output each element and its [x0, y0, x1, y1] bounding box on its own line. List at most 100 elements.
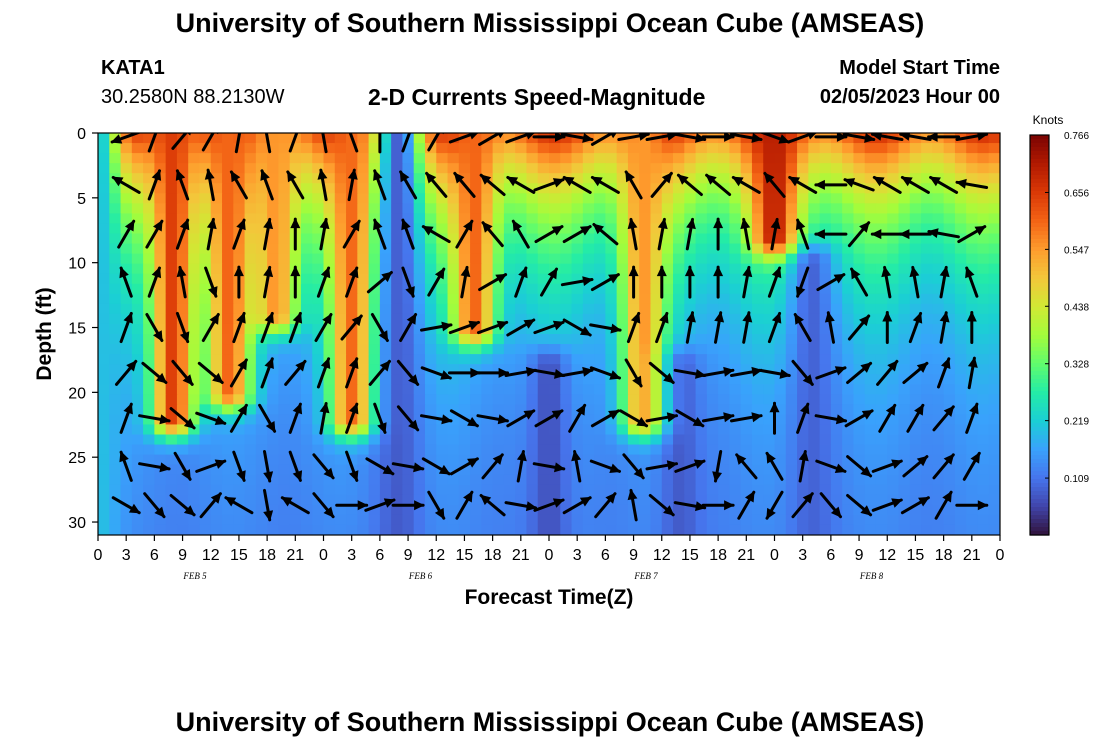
current-vector-arrow — [878, 403, 897, 433]
current-vector-arrow — [145, 219, 164, 249]
heatmap-cell — [503, 404, 516, 415]
heatmap-cell — [323, 344, 336, 355]
heatmap-cell — [131, 163, 144, 174]
heatmap-cell — [729, 424, 742, 436]
y-tick-label: 30 — [68, 515, 86, 532]
current-vector-arrow — [533, 498, 565, 512]
heatmap-cell — [988, 223, 1000, 235]
heatmap-cell — [977, 323, 990, 335]
heatmap-cell — [233, 384, 246, 395]
heatmap-cell — [729, 334, 742, 345]
heatmap-cell — [233, 193, 246, 204]
heatmap-cell — [661, 193, 674, 204]
heatmap-cell — [684, 394, 697, 405]
heatmap-cell — [176, 334, 189, 345]
heatmap-cell — [977, 313, 990, 325]
heatmap-cell — [334, 253, 347, 265]
heatmap-cell — [549, 243, 561, 255]
heatmap-cell — [346, 484, 358, 496]
heatmap-cell — [515, 213, 528, 225]
heatmap-cell — [954, 263, 967, 275]
heatmap-cell — [718, 203, 731, 214]
heatmap-cell — [853, 514, 866, 526]
heatmap-cell — [233, 183, 246, 194]
heatmap-cell — [549, 404, 561, 415]
heatmap-cell — [661, 334, 674, 345]
heatmap-cell — [954, 163, 967, 174]
heatmap-cell — [785, 424, 798, 436]
heatmap-cell — [537, 454, 550, 466]
heatmap-cell — [616, 143, 629, 154]
heatmap-cell — [808, 313, 821, 325]
x-tick-label: 18 — [709, 547, 727, 564]
heatmap-cell — [244, 163, 257, 174]
heatmap-cell — [560, 494, 573, 506]
heatmap-cell — [718, 273, 731, 285]
heatmap-cell — [785, 454, 798, 466]
heatmap-cell — [582, 183, 595, 194]
heatmap-cell — [560, 344, 573, 355]
heatmap-cell — [210, 484, 223, 496]
heatmap-cell — [278, 213, 291, 225]
heatmap-cell — [988, 494, 1000, 506]
current-vector-arrow — [592, 223, 619, 246]
heatmap-cell — [785, 404, 798, 415]
heatmap-cell — [954, 364, 967, 375]
heatmap-cell — [673, 354, 685, 365]
heatmap-cell — [503, 344, 516, 355]
heatmap-cell — [718, 394, 731, 405]
heatmap-cell — [943, 334, 956, 345]
heatmap-cell — [582, 484, 595, 496]
heatmap-cell — [323, 424, 336, 436]
heatmap-cell — [616, 233, 629, 245]
heatmap-cell — [954, 273, 967, 285]
heatmap-cell — [966, 203, 979, 214]
heatmap-cell — [853, 163, 866, 174]
heatmap-cell — [751, 464, 764, 476]
heatmap-cell — [233, 394, 246, 405]
heatmap-cell — [740, 163, 753, 174]
heatmap-cell — [346, 504, 358, 516]
heatmap-cell — [560, 293, 573, 305]
heatmap-cell — [98, 424, 110, 436]
heatmap-cell — [594, 514, 606, 526]
heatmap-cell — [120, 394, 133, 405]
heatmap-cell — [492, 484, 505, 496]
heatmap-cell — [684, 454, 697, 466]
heatmap-cell — [244, 323, 257, 335]
heatmap-cell — [244, 344, 257, 355]
heatmap-cell — [424, 424, 437, 436]
heatmap-cell — [413, 323, 426, 335]
current-vector-arrow — [967, 356, 978, 390]
current-vector-arrow — [673, 133, 707, 143]
heatmap-cell — [143, 323, 155, 335]
heatmap-cell — [447, 464, 460, 476]
colorbar-step — [1030, 327, 1049, 332]
heatmap-cell — [977, 173, 990, 184]
heatmap-cell — [346, 354, 358, 365]
heatmap-cell — [966, 494, 979, 506]
heatmap-cell — [413, 344, 426, 355]
heatmap-cell — [176, 243, 189, 255]
heatmap-cell — [98, 444, 110, 456]
heatmap-cell — [98, 524, 110, 535]
heatmap-cell — [131, 384, 144, 395]
current-vector-arrow — [373, 169, 387, 201]
heatmap-cell — [808, 183, 821, 194]
heatmap-cell — [492, 514, 505, 526]
heatmap-cell — [650, 444, 663, 456]
heatmap-cell — [165, 424, 178, 436]
heatmap-cell — [650, 213, 663, 225]
heatmap-cell — [740, 494, 753, 506]
heatmap-cell — [864, 494, 877, 506]
heatmap-cell — [357, 494, 370, 506]
heatmap-cell — [988, 133, 1000, 144]
colorbar-step — [1030, 159, 1049, 164]
heatmap-cell — [143, 374, 155, 385]
current-vector-arrow — [795, 266, 810, 298]
current-vector-arrow — [619, 409, 649, 428]
heatmap-cell — [154, 293, 167, 305]
heatmap-cell — [98, 484, 110, 496]
heatmap-cell — [222, 374, 234, 385]
heatmap-cell — [650, 384, 663, 395]
